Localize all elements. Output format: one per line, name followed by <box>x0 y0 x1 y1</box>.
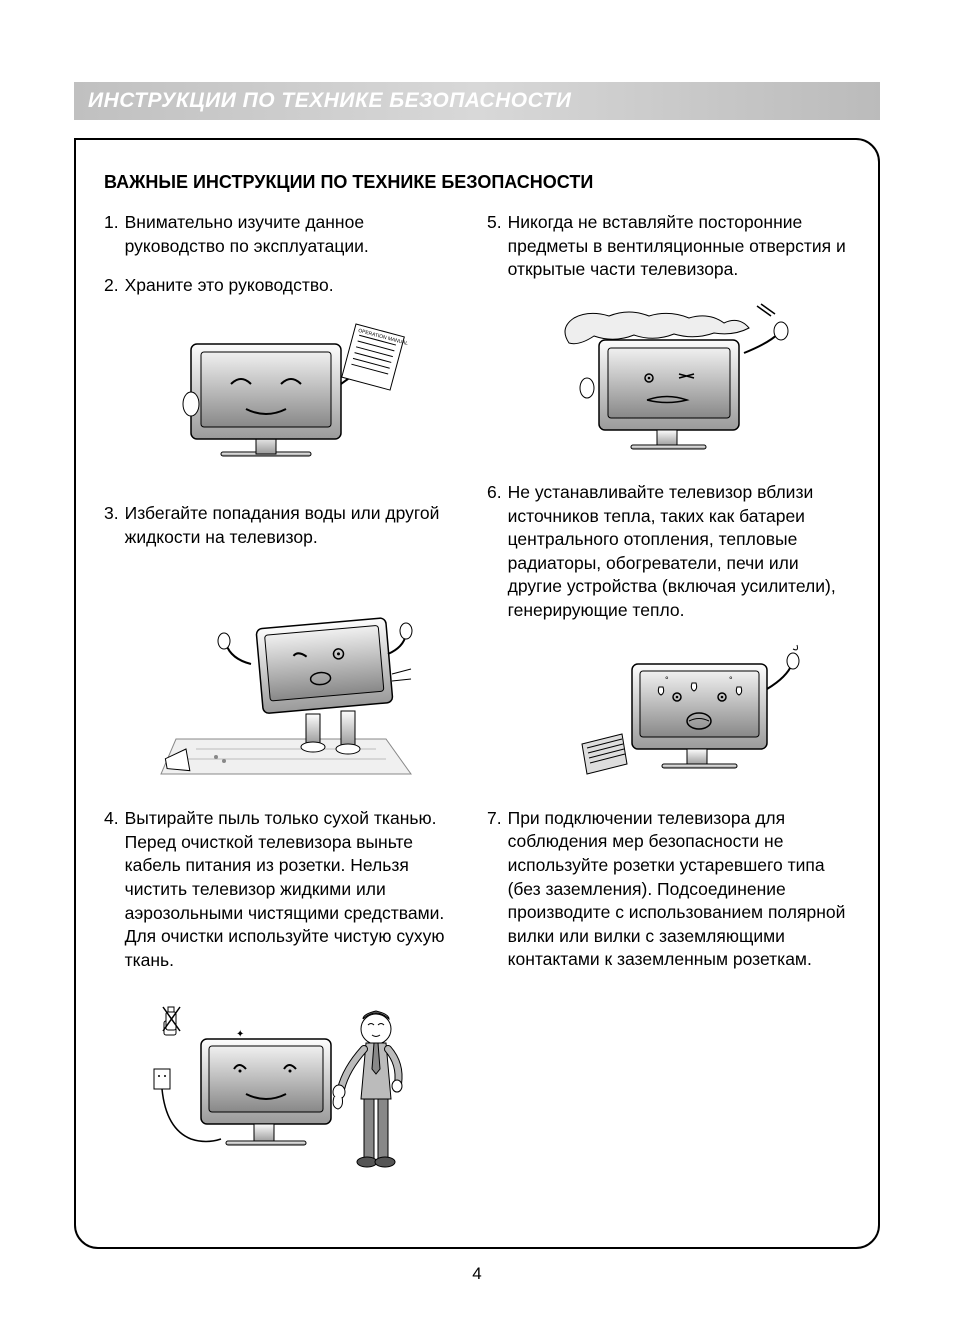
illustration-objects <box>539 298 799 463</box>
right-column: 5. Никогда не вставляйте посторонние пре… <box>487 211 850 1207</box>
illustration-water <box>156 599 416 789</box>
svg-text:°: ° <box>729 675 733 685</box>
columns: 1. Внимательно изучите данное руководств… <box>104 211 850 1207</box>
left-column: 1. Внимательно изучите данное руководств… <box>104 211 467 1207</box>
item-1: 1. Внимательно изучите данное руководств… <box>104 211 467 258</box>
page-title: ИНСТРУКЦИИ ПО ТЕХНИКЕ БЕЗОПАСНОСТИ <box>88 89 866 113</box>
illustration-cleaning: ✦ <box>146 989 426 1189</box>
page-number: 4 <box>0 1264 954 1284</box>
item-4: 4. Вытирайте пыль только сухой тканью. П… <box>104 807 467 972</box>
item-num: 3. <box>104 502 125 549</box>
illustration-heat: ° ° <box>577 639 807 789</box>
item-body: Внимательно изучите данное руководство п… <box>125 211 467 258</box>
item-body: Храните это руководство. <box>125 274 467 298</box>
content-box: ВАЖНЫЕ ИНСТРУКЦИИ ПО ТЕХНИКЕ БЕЗОПАСНОСТ… <box>74 138 880 1249</box>
item-num: 5. <box>487 211 508 282</box>
header-bar: ИНСТРУКЦИИ ПО ТЕХНИКЕ БЕЗОПАСНОСТИ <box>74 82 880 120</box>
item-7: 7. При подключении телевизора для соблюд… <box>487 807 850 972</box>
svg-text:✦: ✦ <box>236 1029 244 1040</box>
section-title: ВАЖНЫЕ ИНСТРУКЦИИ ПО ТЕХНИКЕ БЕЗОПАСНОСТ… <box>104 172 850 193</box>
svg-text:°: ° <box>665 675 669 685</box>
item-num: 1. <box>104 211 125 258</box>
item-num: 7. <box>487 807 508 972</box>
item-5: 5. Никогда не вставляйте посторонние пре… <box>487 211 850 282</box>
item-3: 3. Избегайте попадания воды или другой ж… <box>104 502 467 549</box>
item-body: Вытирайте пыль только сухой тканью. Пере… <box>125 807 467 972</box>
illustration-manual: OPERATION MANUAL <box>161 314 411 484</box>
item-2: 2. Храните это руководство. <box>104 274 467 298</box>
item-num: 6. <box>487 481 508 623</box>
item-body: При подключении телевизора для соблюдени… <box>508 807 850 972</box>
item-num: 2. <box>104 274 125 298</box>
item-body: Не устанавливайте телевизор вблизи источ… <box>508 481 850 623</box>
item-6: 6. Не устанавливайте телевизор вблизи ис… <box>487 481 850 623</box>
item-body: Никогда не вставляйте посторонние предме… <box>508 211 850 282</box>
item-body: Избегайте попадания воды или другой жидк… <box>125 502 467 549</box>
item-num: 4. <box>104 807 125 972</box>
